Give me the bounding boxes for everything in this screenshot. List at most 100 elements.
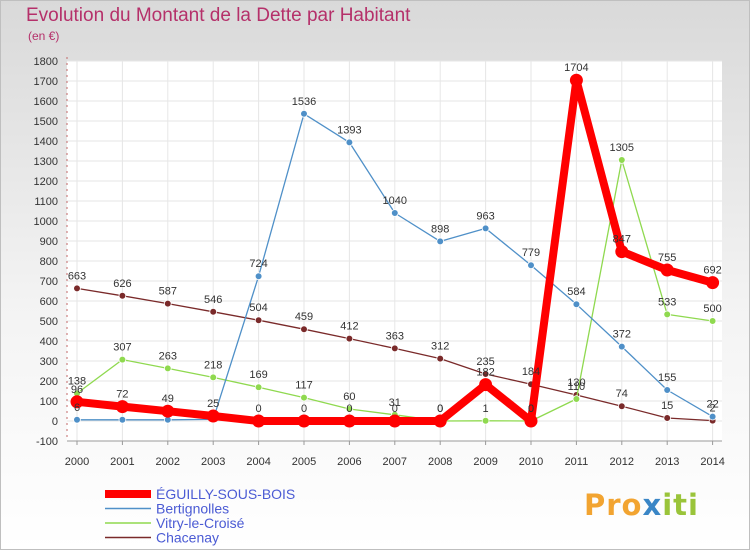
data-label: 96: [71, 384, 83, 396]
x-tick-label: 2013: [655, 456, 679, 468]
y-tick-label: 0: [52, 416, 58, 428]
data-label: 235: [476, 356, 494, 368]
y-tick-label: 1500: [34, 116, 58, 128]
data-label: 692: [703, 265, 721, 277]
data-point: [663, 386, 671, 394]
data-label: 1: [483, 403, 489, 415]
data-point: [708, 317, 717, 325]
data-label: 755: [658, 252, 676, 264]
data-point: [481, 370, 490, 378]
logo-part-2: x: [642, 488, 663, 522]
data-label: 587: [159, 286, 177, 298]
data-point: [617, 156, 626, 164]
data-point: [118, 291, 127, 300]
data-label: 138: [68, 375, 86, 387]
data-label: 363: [386, 330, 404, 342]
data-label: 504: [249, 302, 267, 314]
data-point: [660, 263, 674, 277]
x-tick-label: 2012: [610, 456, 634, 468]
data-label: 1040: [383, 195, 407, 207]
data-point: [345, 405, 354, 413]
y-tick-label: 800: [40, 256, 58, 268]
data-label: 963: [476, 210, 494, 222]
x-tick-label: 2014: [700, 456, 724, 468]
data-point: [481, 224, 490, 233]
y-tick-label: 100: [40, 396, 58, 408]
x-tick-label: 2004: [246, 456, 270, 468]
data-point: [345, 138, 354, 147]
proxiti-logo: Proxiti: [584, 488, 699, 522]
data-label: 0: [528, 403, 534, 415]
x-tick-label: 2003: [201, 456, 225, 468]
y-tick-label: 300: [40, 356, 58, 368]
data-label: 307: [113, 342, 131, 354]
x-tick-label: 2009: [473, 456, 497, 468]
y-tick-label: 1200: [34, 176, 58, 188]
data-point: [663, 414, 671, 422]
data-label: 49: [162, 393, 174, 405]
data-point: [297, 414, 311, 428]
data-point: [479, 378, 493, 392]
data-label: 0: [256, 403, 262, 415]
data-point: [706, 276, 720, 290]
data-label: 6: [74, 402, 80, 414]
y-tick-label: 200: [40, 376, 58, 388]
data-label: 626: [113, 278, 131, 290]
y-tick-label: 1000: [34, 216, 58, 228]
y-tick-label: 500: [40, 316, 58, 328]
data-point: [708, 412, 717, 421]
data-point: [300, 393, 308, 402]
data-point: [569, 73, 583, 87]
data-point: [118, 355, 127, 364]
data-label: 847: [613, 234, 631, 246]
data-label: 22: [706, 399, 718, 411]
data-point: [300, 110, 308, 118]
y-tick-label: 1700: [34, 76, 58, 88]
data-point: [300, 325, 308, 334]
data-point: [164, 299, 172, 308]
data-point: [206, 409, 220, 423]
data-point: [481, 416, 490, 425]
data-label: 1536: [292, 96, 316, 108]
x-tick-label: 2011: [565, 456, 589, 468]
data-label: 372: [613, 329, 631, 341]
legend-label: ÉGUILLY-SOUS-BOIS: [156, 486, 295, 502]
data-point: [433, 414, 447, 428]
data-point: [118, 415, 127, 424]
data-point: [209, 373, 218, 382]
x-tick-label: 2007: [383, 456, 407, 468]
data-label: 155: [658, 372, 676, 384]
data-point: [390, 209, 399, 217]
x-tick-label: 2008: [428, 456, 452, 468]
y-tick-label: 1800: [34, 56, 58, 68]
y-tick-label: 700: [40, 276, 58, 288]
data-point: [390, 344, 399, 353]
data-label: 663: [68, 270, 86, 282]
x-tick-label: 2010: [519, 456, 543, 468]
data-point: [254, 272, 263, 281]
y-tick-label: -100: [36, 436, 58, 448]
chart-subtitle: (en €): [28, 29, 60, 43]
data-label: 169: [249, 369, 267, 381]
data-label: 0: [392, 403, 398, 415]
data-label: 1393: [337, 124, 361, 136]
data-point: [388, 414, 402, 428]
data-label: 584: [567, 286, 585, 298]
data-label: 1305: [610, 142, 634, 154]
data-label: 218: [204, 359, 222, 371]
data-label: 74: [616, 388, 628, 400]
data-label: 533: [658, 296, 676, 308]
data-point: [254, 316, 263, 325]
data-point: [73, 415, 81, 424]
data-label: 25: [207, 398, 219, 410]
data-point: [572, 300, 581, 309]
data-point: [663, 310, 671, 319]
y-tick-label: 900: [40, 236, 58, 248]
y-tick-label: 1100: [34, 196, 58, 208]
y-tick-label: 1600: [34, 96, 58, 108]
legend-label: Vitry-le-Croisé: [156, 515, 245, 531]
data-label: 31: [389, 397, 401, 409]
data-point: [209, 307, 218, 316]
data-point: [73, 284, 81, 293]
